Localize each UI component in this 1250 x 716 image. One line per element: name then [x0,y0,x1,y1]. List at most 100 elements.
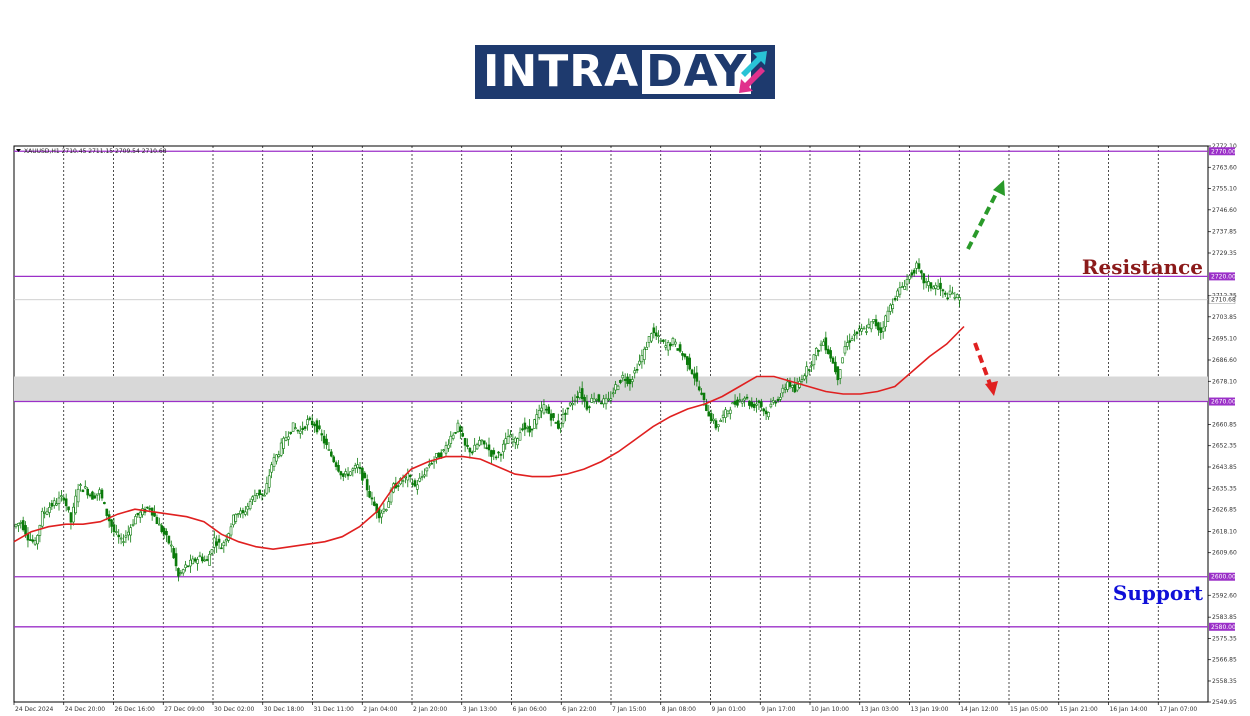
y-tick-label: 2652.35 [1212,443,1237,450]
x-tick-label: 14 Jan 12:00 [960,706,998,713]
candle-body [72,506,75,523]
candle-body [590,398,594,403]
candle-body [547,406,551,414]
candle-body [841,357,844,364]
bullish-arrow-head [993,180,1005,196]
candle-body [511,439,515,443]
x-tick-label: 6 Jan 06:00 [513,706,547,713]
candle-body [743,397,746,401]
candle-body [110,519,113,527]
candle-body [420,476,424,478]
candle-body [454,432,457,434]
candle-body [635,369,639,371]
candle-body [824,337,828,351]
candle-body [361,467,364,481]
candle-body [19,522,23,524]
candle-body [466,444,469,447]
candle-body [791,385,794,388]
candle-body [205,559,209,561]
y-tick-label: 2609.60 [1212,550,1237,557]
candle-body [903,285,906,290]
x-tick-label: 30 Dec 02:00 [214,706,255,713]
symbol-dropdown-icon [16,149,21,152]
level-label: 2600.00 [1211,574,1236,581]
candle-body [339,471,343,476]
candle-body [447,444,450,449]
candle-body [750,401,754,407]
candle-body [308,417,312,420]
y-tick-label: 2746.60 [1212,207,1237,214]
candle-body [177,568,180,577]
candle-body [499,454,503,456]
candle-body [893,297,897,301]
candle-body [473,444,476,452]
candle-body [719,420,723,422]
candle-body [29,539,32,541]
x-tick-label: 17 Jan 07:00 [1159,706,1197,713]
candle-body [260,493,264,496]
candle-body [607,398,610,401]
candle-body [487,444,491,451]
candle-body [578,392,582,398]
y-tick-label: 2635.35 [1212,485,1237,492]
candle-body [860,328,863,332]
candle-body [762,408,766,412]
candle-body [100,489,104,499]
candle-body [74,495,78,514]
candle-body [31,539,35,542]
candle-body [253,495,257,502]
candle-body [755,403,758,406]
current-price-label: 2710.68 [1211,297,1236,304]
candle-body [604,397,608,405]
candle-body [83,486,87,489]
candle-body [492,450,496,455]
candle-body [645,346,648,350]
candle-body [136,512,140,516]
candle-body [731,402,734,405]
candle-body [602,398,605,405]
candle-body [769,403,773,408]
x-tick-label: 13 Jan 19:00 [911,706,949,713]
candle-body [444,445,448,454]
level-label: 2580.00 [1211,624,1236,631]
candle-body [456,422,460,432]
y-tick-label: 2695.10 [1212,336,1237,343]
candle-body [408,474,412,478]
candle-body [115,531,118,533]
candle-body [131,523,135,526]
candle-body [910,272,914,276]
candle-body [160,525,164,532]
candle-body [98,489,101,494]
moving-average-line [13,325,965,551]
candle-body [215,541,218,546]
candle-body [482,440,486,445]
candle-body [169,544,173,547]
bearish-arrow-head [985,381,998,396]
candle-body [647,336,651,343]
candle-body [774,401,777,404]
candle-body [64,498,68,507]
candle-body [425,467,429,472]
candle-body [255,492,259,497]
candle-body [36,535,39,545]
candle-body [384,509,388,512]
candle-body [865,331,868,333]
candle-body [404,476,407,479]
candle-body [740,401,744,404]
candle-body [155,517,159,525]
x-tick-label: 2 Jan 20:00 [413,706,447,713]
candle-body [506,436,510,444]
candle-body [413,480,417,487]
candle-body [122,541,125,543]
candle-body [781,387,785,394]
candle-body [726,410,730,415]
candle-body [236,513,240,516]
candle-body [291,422,295,432]
candle-body [850,338,854,341]
candle-body [621,374,625,379]
x-tick-label: 26 Dec 16:00 [115,706,156,713]
candle-body [843,346,847,354]
candle-body [683,353,687,358]
candle-body [936,285,940,290]
candle-body [38,525,42,536]
